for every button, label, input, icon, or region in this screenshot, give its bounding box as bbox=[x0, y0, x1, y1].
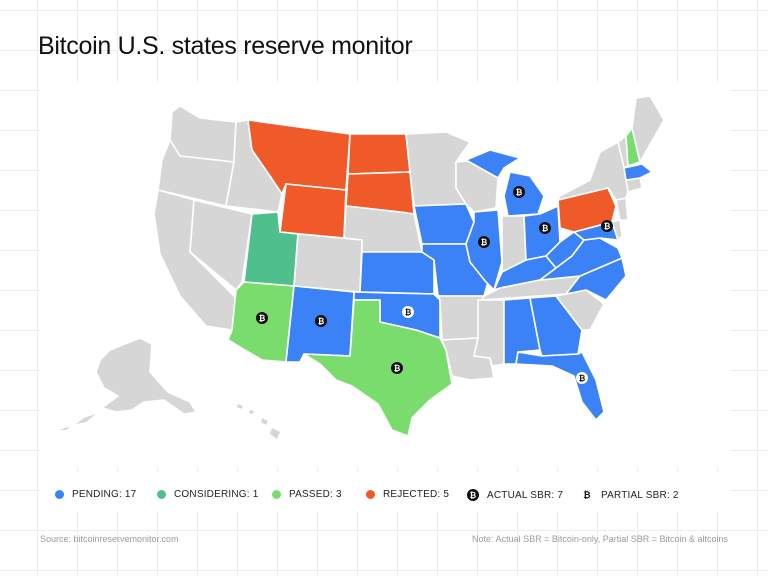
state-iowa[interactable] bbox=[413, 203, 475, 245]
svg-text:₿: ₿ bbox=[394, 364, 401, 373]
map-legend: PENDING: 17 CONSIDERING: 1 PASSED: 3 REJ… bbox=[40, 472, 730, 512]
legend-rejected: REJECTED: 5 bbox=[366, 489, 449, 500]
legend-pending: PENDING: 17 bbox=[55, 489, 136, 500]
state-maine[interactable] bbox=[631, 95, 665, 163]
legend-passed: PASSED: 3 bbox=[272, 489, 342, 500]
state-kansas[interactable] bbox=[359, 251, 435, 295]
legend-partial-label: PARTIAL SBR: 2 bbox=[601, 489, 679, 501]
svg-text:₿: ₿ bbox=[259, 314, 266, 323]
state-florida[interactable] bbox=[515, 351, 605, 421]
legend-actual-sbr: ₿ ACTUAL SBR: 7 bbox=[467, 489, 563, 501]
bitcoin-badge-icon: ₿ bbox=[467, 489, 479, 501]
badge-new-mexico: ₿ bbox=[315, 315, 327, 327]
alaska-islands bbox=[60, 414, 96, 430]
svg-text:₿: ₿ bbox=[579, 374, 586, 383]
footer-source: Source: bitcoinreservemonitor.com bbox=[40, 534, 179, 544]
state-washington[interactable] bbox=[169, 105, 237, 163]
us-states-map: ₿ ₿ ₿ ₿ ₿ ₿ ₿ ₿ bbox=[60, 95, 665, 439]
badge-michigan: ₿ bbox=[513, 186, 525, 198]
state-virginia[interactable] bbox=[539, 237, 623, 281]
state-illinois[interactable] bbox=[465, 209, 503, 291]
state-arkansas[interactable] bbox=[437, 295, 485, 341]
svg-text:₿: ₿ bbox=[542, 224, 549, 233]
state-new-york[interactable] bbox=[557, 141, 629, 201]
state-colorado[interactable] bbox=[293, 233, 363, 293]
legend-rejected-label: REJECTED: 5 bbox=[383, 489, 450, 500]
legend-actual-label: ACTUAL SBR: 7 bbox=[487, 489, 564, 501]
bitcoin-outline-icon: ₿ bbox=[581, 489, 593, 501]
svg-text:₿: ₿ bbox=[318, 317, 325, 326]
state-massachusetts[interactable] bbox=[623, 163, 653, 181]
state-new-jersey[interactable] bbox=[615, 197, 629, 221]
state-alaska[interactable] bbox=[95, 337, 197, 415]
state-wyoming[interactable] bbox=[279, 183, 347, 239]
badge-texas: ₿ bbox=[391, 362, 403, 374]
page-title: Bitcoin U.S. states reserve monitor bbox=[38, 32, 413, 60]
badge-illinois: ₿ bbox=[478, 236, 490, 248]
footer-note: Note: Actual SBR = Bitcoin-only, Partial… bbox=[472, 534, 728, 544]
badge-florida: ₿ bbox=[576, 372, 588, 384]
badge-arizona: ₿ bbox=[256, 312, 268, 324]
state-delaware[interactable] bbox=[611, 219, 623, 241]
svg-text:₿: ₿ bbox=[481, 238, 488, 247]
legend-considering-label: CONSIDERING: 1 bbox=[174, 489, 259, 500]
legend-passed-label: PASSED: 3 bbox=[289, 489, 342, 500]
rejected-swatch bbox=[366, 490, 375, 499]
badge-maryland: ₿ bbox=[601, 220, 613, 232]
legend-pending-label: PENDING: 17 bbox=[72, 489, 137, 500]
svg-text:₿: ₿ bbox=[604, 222, 611, 231]
legend-considering: CONSIDERING: 1 bbox=[157, 489, 258, 500]
state-hawaii[interactable] bbox=[237, 404, 280, 439]
svg-text:₿: ₿ bbox=[516, 188, 523, 197]
considering-swatch bbox=[157, 490, 166, 499]
badge-ohio: ₿ bbox=[539, 222, 551, 234]
badge-oklahoma: ₿ bbox=[402, 306, 414, 318]
legend-partial-sbr: ₿ PARTIAL SBR: 2 bbox=[581, 489, 679, 501]
pending-swatch bbox=[55, 490, 64, 499]
state-mississippi[interactable] bbox=[473, 299, 505, 367]
passed-swatch bbox=[272, 490, 281, 499]
state-north-dakota[interactable] bbox=[347, 133, 411, 175]
map-panel: ₿ ₿ ₿ ₿ ₿ ₿ ₿ ₿ bbox=[40, 82, 730, 468]
state-texas[interactable] bbox=[303, 299, 453, 437]
svg-text:₿: ₿ bbox=[405, 308, 412, 317]
